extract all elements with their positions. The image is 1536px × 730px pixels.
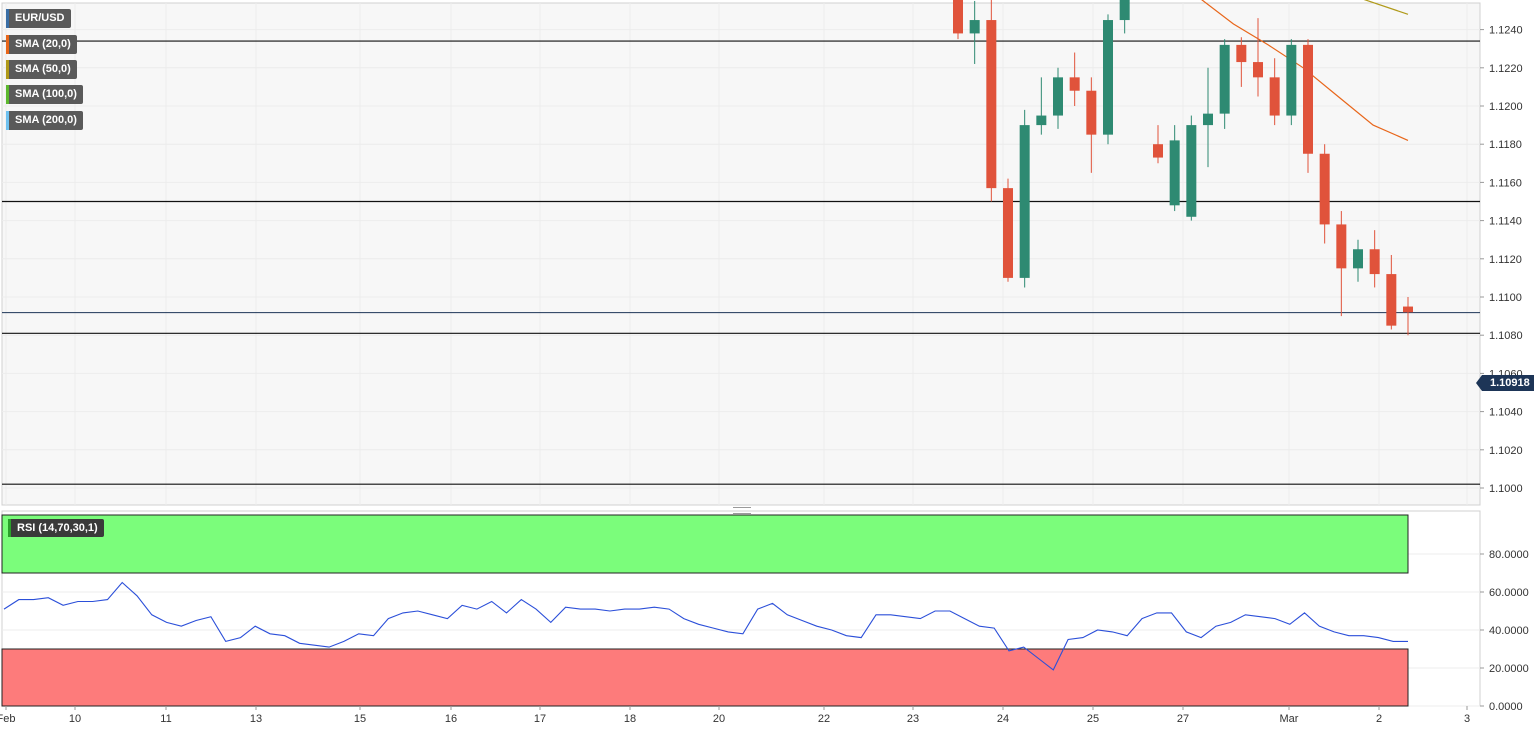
price-tick-label: 1.1180	[1489, 139, 1522, 151]
candle-bear	[1386, 274, 1397, 326]
candle-bear	[1253, 62, 1263, 78]
time-tick-label: Mar	[1280, 713, 1299, 725]
time-tick-label: 16	[445, 713, 457, 725]
candle-bull	[1169, 140, 1180, 206]
time-tick-label: 20	[713, 713, 725, 725]
candle-bear	[1303, 44, 1313, 154]
pane-divider-handle[interactable]	[733, 507, 751, 514]
candle-bear	[953, 0, 963, 34]
candle-bear	[1336, 224, 1347, 269]
horizontal-levels	[2, 40, 1480, 485]
candle-bull	[969, 20, 980, 34]
candle-bear	[1003, 188, 1013, 278]
price-tick-label: 1.1040	[1489, 407, 1523, 419]
price-tick-label: 1.1240	[1489, 25, 1523, 37]
time-tick-label: 22	[818, 713, 830, 725]
price-axis: 1.10001.10201.10401.10601.10801.11001.11…	[1480, 25, 1523, 495]
rsi-label[interactable]: RSI (14,70,30,1)	[8, 519, 104, 537]
time-tick-label: 23	[907, 713, 919, 725]
time-tick-label: 27	[1177, 713, 1189, 725]
time-tick-label: 17	[534, 713, 546, 725]
time-axis: Feb10111315161718202223242527Mar23	[0, 706, 1470, 725]
legend-sma-50[interactable]: SMA (50,0)	[6, 60, 77, 79]
rsi-tick-label: 40.0000	[1489, 625, 1529, 637]
time-tick-label: 13	[250, 713, 262, 725]
time-tick-label: 24	[997, 713, 1009, 725]
rsi-tick-label: 80.0000	[1489, 549, 1529, 561]
candle-bull	[1203, 113, 1213, 126]
time-tick-label: 25	[1087, 713, 1099, 725]
rsi-axis: 0.0000 20.0000 40.0000 60.0000 80.0000	[1480, 549, 1529, 713]
candle-bull	[1103, 20, 1113, 135]
legend-sma-200[interactable]: SMA (200,0)	[6, 111, 83, 130]
candle-bear	[986, 20, 997, 189]
price-tick-label: 1.1140	[1489, 216, 1522, 228]
rsi-overbought-zone	[1, 514, 1409, 574]
candle-bear	[1069, 77, 1080, 91]
symbol-label[interactable]: EUR/USD	[6, 9, 71, 28]
legend-sma-100[interactable]: SMA (100,0)	[6, 85, 83, 104]
time-tick-label: 3	[1464, 713, 1470, 725]
legend-sma-20[interactable]: SMA (20,0)	[6, 35, 77, 54]
legend-sma-100-label: SMA (100,0)	[15, 88, 77, 100]
candle-bear	[1236, 44, 1247, 63]
legend-sma-20-label: SMA (20,0)	[15, 38, 71, 50]
legend-sma-50-label: SMA (50,0)	[15, 63, 71, 75]
time-tick-label: 10	[69, 713, 81, 725]
price-tick-label: 1.1160	[1489, 177, 1522, 189]
candle-bull	[1053, 77, 1063, 116]
candle-bull	[1353, 249, 1363, 269]
candle-bull	[1286, 44, 1297, 116]
price-pane-frame	[1, 2, 1481, 506]
candle-bear	[1153, 144, 1163, 158]
candle-bear	[1269, 77, 1280, 116]
price-tick-label: 1.1120	[1489, 254, 1522, 266]
rsi-label-text: RSI (14,70,30,1)	[17, 522, 98, 534]
candle-bull	[1119, 0, 1130, 21]
candles	[953, 0, 1413, 336]
price-tick-label: 1.1000	[1489, 483, 1523, 495]
price-grid	[1, 2, 1481, 506]
candle-bull	[1019, 125, 1030, 278]
candle-bull	[1036, 115, 1047, 126]
price-tick-label: 1.1080	[1489, 330, 1523, 342]
last-price-tag: 1.10918	[1476, 375, 1534, 391]
candle-bear	[1403, 306, 1413, 313]
rsi-zones	[1, 514, 1409, 707]
time-tick-label: 11	[160, 713, 171, 725]
rsi-tick-label: 0.0000	[1489, 701, 1523, 713]
time-tick-label: Feb	[0, 713, 15, 725]
last-price-text: 1.10918	[1490, 377, 1530, 389]
rsi-line	[3, 581, 1408, 671]
rsi-series	[3, 581, 1408, 671]
price-tick-label: 1.1100	[1489, 292, 1522, 304]
legend-sma-200-label: SMA (200,0)	[15, 114, 77, 126]
rsi-tick-label: 20.0000	[1489, 663, 1529, 675]
time-tick-label: 15	[354, 713, 366, 725]
price-tick-label: 1.1200	[1489, 101, 1523, 113]
candle-bear	[1086, 90, 1097, 135]
candle-bear	[1369, 249, 1380, 275]
candle-bull	[1186, 125, 1197, 217]
price-tick-label: 1.1220	[1489, 63, 1523, 75]
price-tick-label: 1.1020	[1489, 445, 1523, 457]
candle-bear	[1319, 153, 1330, 225]
rsi-tick-label: 60.0000	[1489, 587, 1529, 599]
symbol-text: EUR/USD	[15, 12, 65, 24]
candle-bull	[1219, 44, 1230, 114]
time-tick-label: 18	[624, 713, 636, 725]
time-tick-label: 2	[1376, 713, 1382, 725]
rsi-oversold-zone	[1, 648, 1409, 707]
